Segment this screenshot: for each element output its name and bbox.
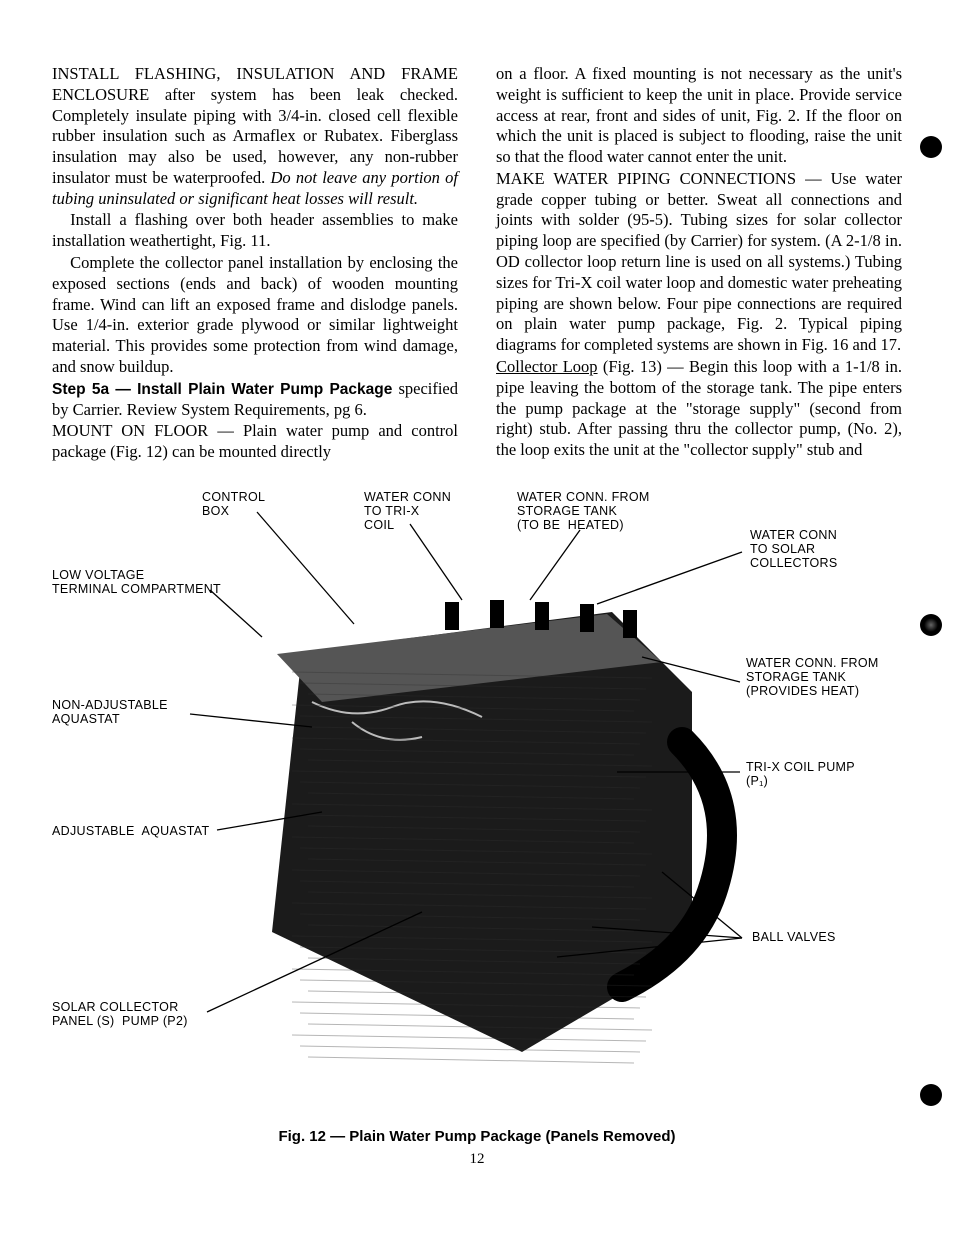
scan-mark-dot — [920, 136, 942, 158]
paragraph: Step 5a — Install Plain Water Pump Packa… — [52, 379, 458, 421]
text-columns: INSTALL FLASHING, INSULATION AND FRAME E… — [52, 64, 902, 464]
scan-mark-dot — [920, 1084, 942, 1106]
underline-text: Collector Loop — [496, 357, 598, 376]
pump-photo-approximation — [272, 600, 722, 1063]
left-column: INSTALL FLASHING, INSULATION AND FRAME E… — [52, 64, 458, 464]
paragraph: MAKE WATER PIPING CONNECTIONS — Use wate… — [496, 169, 902, 356]
scan-mark-dot — [920, 614, 942, 636]
page: INSTALL FLASHING, INSULATION AND FRAME E… — [0, 0, 954, 1188]
page-number: 12 — [52, 1151, 902, 1168]
paragraph: MOUNT ON FLOOR — Plain water pump and co… — [52, 421, 458, 463]
figure-caption: Fig. 12 — Plain Water Pump Package (Pane… — [52, 1128, 902, 1145]
paragraph: Install a flashing over both header asse… — [52, 210, 458, 252]
step-heading: Step 5a — Install Plain Water Pump Packa… — [52, 381, 392, 398]
right-column: on a floor. A fixed mounting is not nece… — [496, 64, 902, 464]
paragraph: on a floor. A fixed mounting is not nece… — [496, 64, 902, 168]
figure-svg — [52, 482, 902, 1122]
figure-12: CONTROL BOX WATER CONN TO TRI-X COIL WAT… — [52, 482, 902, 1122]
paragraph: Complete the collector panel installatio… — [52, 253, 458, 378]
paragraph: INSTALL FLASHING, INSULATION AND FRAME E… — [52, 64, 458, 209]
paragraph: Collector Loop (Fig. 13) — Begin this lo… — [496, 357, 902, 461]
